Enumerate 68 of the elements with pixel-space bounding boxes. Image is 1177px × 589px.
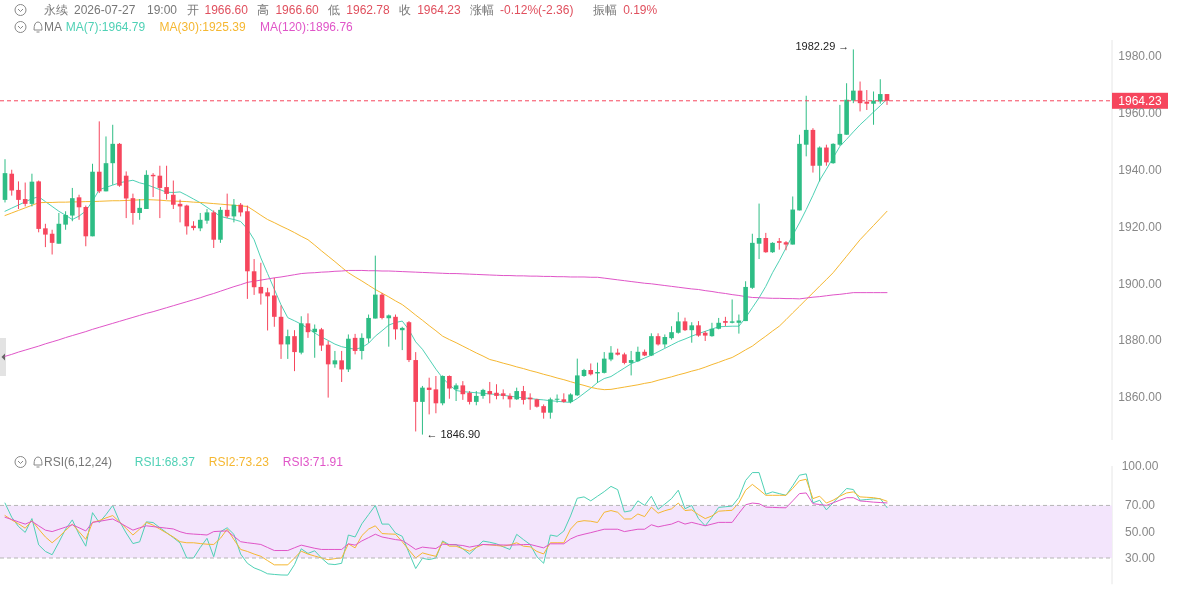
candlestick bbox=[877, 78, 883, 105]
candlestick bbox=[339, 350, 344, 383]
y-tick-label: 1920.00 bbox=[1118, 219, 1163, 234]
candlestick bbox=[43, 223, 48, 248]
candlestick bbox=[184, 204, 190, 236]
line-series bbox=[4, 472, 888, 576]
candlestick bbox=[16, 180, 21, 210]
candlestick bbox=[265, 287, 270, 331]
candlestick bbox=[197, 212, 203, 232]
candlestick bbox=[574, 358, 580, 397]
candlestick bbox=[9, 169, 15, 197]
candlestick bbox=[312, 324, 318, 359]
candlestick bbox=[272, 277, 277, 328]
candlestick bbox=[803, 95, 809, 157]
y-tick-label: 70.00 bbox=[1124, 498, 1156, 513]
candlestick bbox=[851, 48, 856, 104]
candlestick bbox=[70, 187, 75, 222]
legend-title: RSI(6,12,24) bbox=[44, 455, 113, 469]
candlestick bbox=[817, 145, 822, 182]
candlestick bbox=[487, 381, 493, 404]
text: RSI3:71.91 bbox=[282, 455, 344, 469]
candlestick bbox=[756, 203, 762, 260]
y-tick-label: 1960.00 bbox=[1118, 105, 1163, 120]
text: MA(30):1925.39 bbox=[159, 20, 246, 34]
candlestick bbox=[319, 327, 324, 352]
y-tick-label: 30.00 bbox=[1124, 551, 1156, 566]
text: RSI2:73.23 bbox=[208, 455, 270, 469]
candlestick bbox=[420, 385, 425, 436]
candlestick bbox=[393, 314, 398, 341]
y-tick-label: 1880.00 bbox=[1118, 333, 1163, 348]
candlestick bbox=[63, 210, 68, 231]
annotation: ← 1846.90 bbox=[426, 427, 481, 440]
candlestick bbox=[521, 385, 526, 405]
ref-line-label: 1964.23 bbox=[1118, 93, 1163, 108]
annotation: 1982.29 → bbox=[795, 40, 850, 53]
candlestick bbox=[386, 314, 392, 348]
candlestick bbox=[292, 329, 297, 372]
candlestick bbox=[137, 198, 142, 221]
candlestick bbox=[96, 120, 102, 194]
y-tick-label: 1940.00 bbox=[1118, 162, 1163, 177]
text: MA(120):1896.76 bbox=[260, 20, 354, 34]
y-tick-label: 100.00 bbox=[1121, 459, 1159, 473]
candlestick bbox=[628, 350, 634, 376]
candlestick bbox=[22, 182, 28, 207]
candlestick bbox=[871, 90, 876, 126]
candlestick bbox=[548, 397, 553, 420]
y-tick-label: 1900.00 bbox=[1118, 276, 1163, 291]
candlestick bbox=[366, 314, 371, 344]
candlestick bbox=[171, 180, 176, 210]
candlestick bbox=[447, 374, 452, 400]
y-tick-label: 1980.00 bbox=[1118, 48, 1163, 63]
line-series bbox=[4, 492, 888, 552]
candlestick bbox=[689, 321, 695, 344]
legend-title: MA bbox=[44, 20, 62, 34]
text: RSI1:68.37 bbox=[134, 455, 196, 469]
y-tick-label: 1860.00 bbox=[1118, 390, 1163, 405]
candlestick bbox=[373, 255, 378, 320]
text: MA(7):1964.79 bbox=[65, 20, 146, 34]
candlestick bbox=[164, 165, 169, 201]
candlestick bbox=[824, 144, 829, 167]
candlestick bbox=[285, 329, 291, 360]
chart-title: 永续 2026-07-27 19:00 开 1966.60 高 1966.60 低 1962.78 收 1964.23 涨幅 -0.12%(-2.36) 振幅 0.19% bbox=[44, 3, 658, 17]
y-tick-label: 50.00 bbox=[1124, 524, 1156, 539]
candlestick bbox=[675, 311, 681, 335]
line-series bbox=[4, 478, 888, 566]
candlestick bbox=[110, 124, 116, 186]
candlestick bbox=[783, 240, 789, 251]
candlestick bbox=[399, 326, 405, 351]
